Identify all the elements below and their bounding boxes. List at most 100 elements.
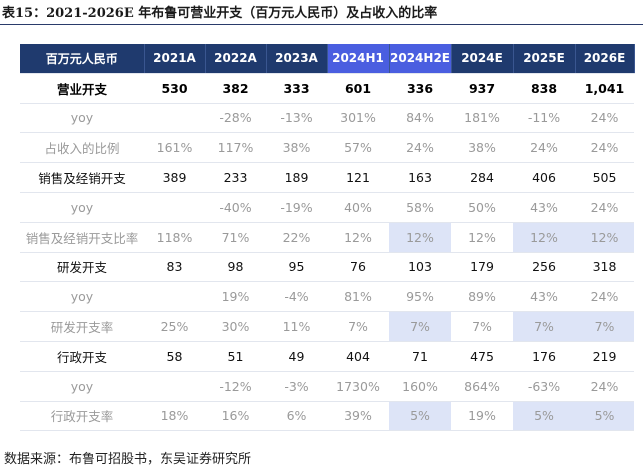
header-cell: 2021A	[144, 44, 206, 74]
table-cell: 25%	[144, 311, 205, 342]
table-cell: 71	[389, 341, 451, 372]
table-cell: 49	[266, 341, 327, 372]
table-cell: 43%	[513, 281, 575, 313]
expense-table: 百万元人民币 2021A 2022A 2023A 2024H1 2024H2E …	[20, 44, 635, 432]
header-cell: 2024H2E	[389, 44, 452, 74]
table-row: 营业开支 530 382 333 601 336 937 838 1,041	[20, 73, 634, 104]
table-cell: 12%	[575, 222, 634, 253]
table-cell: 118%	[144, 222, 205, 253]
table-cell: 233	[205, 162, 266, 193]
table-cell: 51	[205, 341, 266, 372]
table-cell: 19%	[205, 281, 266, 313]
table-cell: 5%	[389, 401, 451, 432]
table-row: 研发开支 83 98 95 76 103 179 256 318	[20, 252, 634, 283]
table-cell: 475	[451, 341, 513, 372]
table-cell: 24%	[575, 132, 634, 164]
table-cell: 24%	[575, 371, 634, 402]
table-cell: 30%	[205, 311, 266, 342]
table-cell: 24%	[575, 192, 634, 223]
table-cell: 1730%	[327, 371, 389, 402]
table-cell: 12%	[451, 222, 513, 253]
header-cell: 2025E	[513, 44, 576, 74]
table-cell: 163	[389, 162, 451, 193]
table-cell: 382	[205, 73, 266, 104]
table-cell: 95%	[389, 281, 451, 313]
table-cell: 7%	[575, 311, 634, 342]
row-label: yoy	[20, 103, 144, 134]
table-row: 研发开支率 25% 30% 11% 7% 7% 7% 7% 7%	[20, 311, 634, 342]
row-label: yoy	[20, 192, 144, 223]
table-cell: 838	[513, 73, 575, 104]
header-row: 百万元人民币 2021A 2022A 2023A 2024H1 2024H2E …	[20, 44, 635, 74]
table-cell: 219	[575, 341, 634, 372]
table-cell: -11%	[513, 103, 575, 134]
table-cell: 71%	[205, 222, 266, 253]
table-cell: 103	[389, 252, 451, 283]
table-cell: 40%	[327, 192, 389, 223]
table-cell: 81%	[327, 281, 389, 313]
table-cell: 7%	[327, 311, 389, 342]
table-cell: -3%	[266, 371, 327, 402]
row-label: 研发开支	[20, 252, 144, 283]
table-cell: 7%	[389, 311, 451, 342]
table-cell: 505	[575, 162, 634, 193]
table-cell: -13%	[266, 103, 327, 134]
table-cell: 98	[205, 252, 266, 283]
table-cell: 89%	[451, 281, 513, 313]
table-cell: 38%	[266, 132, 327, 164]
table-cell: 1,041	[575, 73, 634, 104]
table-cell: 12%	[389, 222, 451, 253]
table-cell: 24%	[575, 103, 634, 134]
table-cell	[144, 371, 205, 402]
table-cell: 6%	[266, 401, 327, 432]
table-cell: 22%	[266, 222, 327, 253]
table-row: 销售及经销开支比率 118% 71% 22% 12% 12% 12% 12% 12%	[20, 222, 634, 253]
table-cell: -40%	[205, 192, 266, 223]
table-cell: 18%	[144, 401, 205, 432]
table-row: yoy 19% -4% 81% 95% 89% 43% 24%	[20, 281, 634, 313]
table-cell: 117%	[205, 132, 266, 164]
table-cell: 256	[513, 252, 575, 283]
table-cell: 39%	[327, 401, 389, 432]
table-cell: 181%	[451, 103, 513, 134]
table-cell: 38%	[451, 132, 513, 164]
table-cell: 50%	[451, 192, 513, 223]
table-cell: 179	[451, 252, 513, 283]
table-cell: 58	[144, 341, 205, 372]
table-cell: 5%	[575, 401, 634, 432]
row-label: 行政开支	[20, 341, 144, 372]
table-cell	[144, 103, 205, 134]
table-row: 销售及经销开支 389 233 189 121 163 284 406 505	[20, 162, 634, 193]
table-cell: 19%	[451, 401, 513, 432]
table-cell: 7%	[513, 311, 575, 342]
table-cell: 318	[575, 252, 634, 283]
table-cell: 336	[389, 73, 451, 104]
table-cell: 121	[327, 162, 389, 193]
table-cell: 406	[513, 162, 575, 193]
table-cell: 16%	[205, 401, 266, 432]
table-cell: -4%	[266, 281, 327, 313]
table-cell: 160%	[389, 371, 451, 402]
row-label: yoy	[20, 281, 144, 313]
row-label: 销售及经销开支	[20, 162, 144, 193]
table-cell: 24%	[513, 132, 575, 164]
table-row: 行政开支率 18% 16% 6% 39% 5% 19% 5% 5%	[20, 401, 634, 432]
row-label: 占收入的比例	[20, 132, 144, 164]
table-cell: 189	[266, 162, 327, 193]
table-cell: 176	[513, 341, 575, 372]
table-cell: 404	[327, 341, 389, 372]
table-cell: 76	[327, 252, 389, 283]
row-label: 销售及经销开支比率	[20, 222, 144, 253]
table-cell	[144, 281, 205, 313]
table-body: 营业开支 530 382 333 601 336 937 838 1,041 yoy -28% -13…	[20, 73, 634, 432]
table-cell: 84%	[389, 103, 451, 134]
table-cell: 530	[144, 73, 205, 104]
table-row: yoy -28% -13% 301% 84% 181% -11% 24%	[20, 103, 634, 134]
header-cell: 2024H1	[327, 44, 390, 74]
table-cell: 12%	[513, 222, 575, 253]
row-label: 行政开支率	[20, 401, 144, 432]
table-cell: 58%	[389, 192, 451, 223]
table-cell: 24%	[389, 132, 451, 164]
table-cell: 11%	[266, 311, 327, 342]
header-cell: 百万元人民币	[20, 44, 145, 74]
